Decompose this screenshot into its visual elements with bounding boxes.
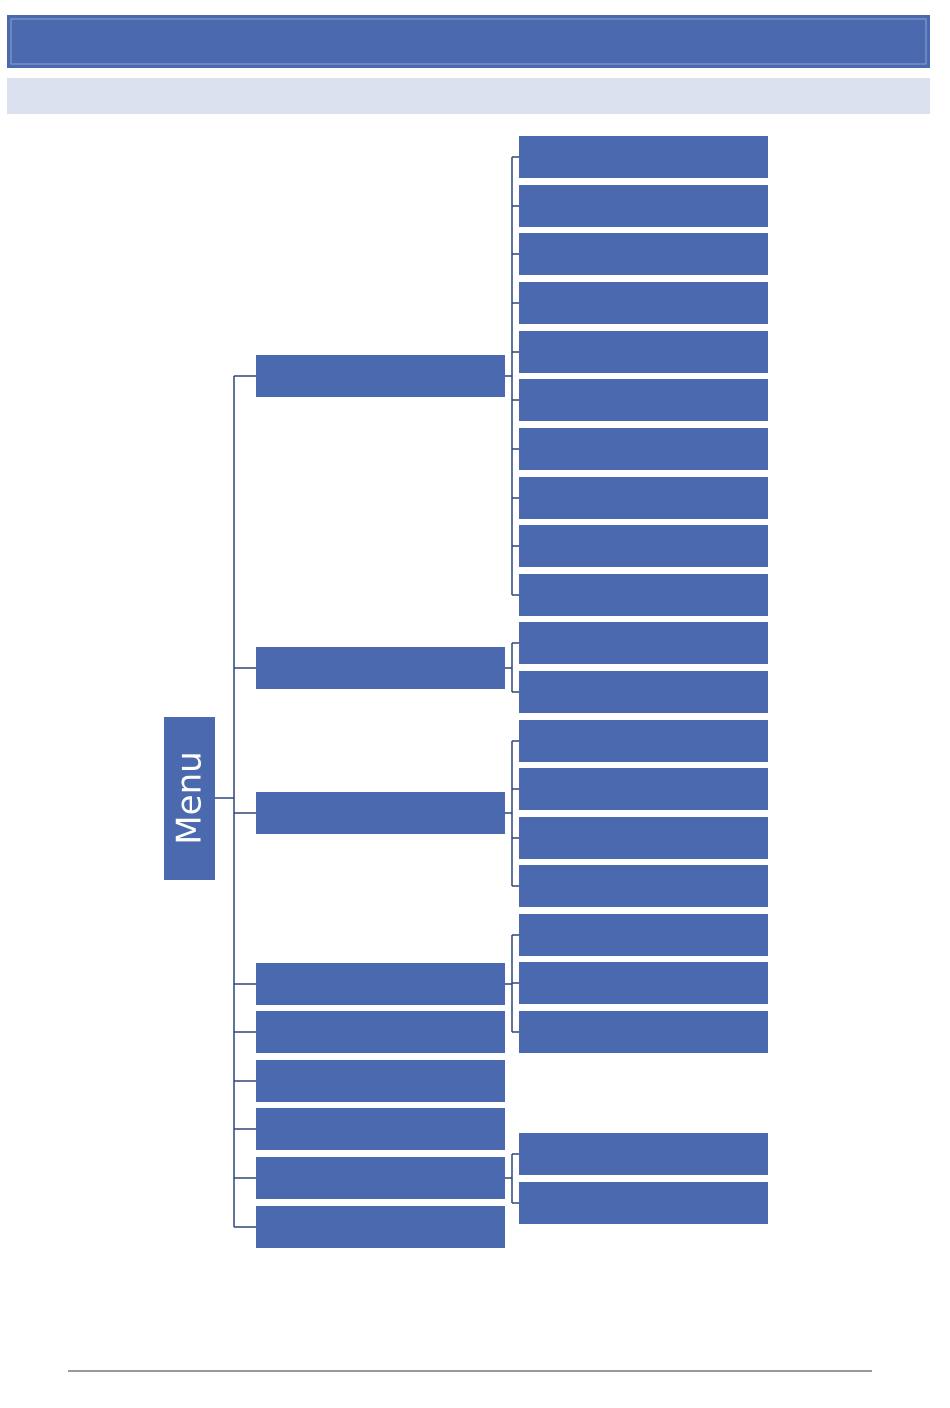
submenu-item: [519, 233, 768, 275]
submenu-item: [519, 282, 768, 324]
submenu-item: [519, 671, 768, 713]
connector: [505, 157, 513, 595]
submenu-item: [519, 962, 768, 1004]
menu-item: [256, 963, 505, 1005]
submenu-item: [519, 914, 768, 956]
connector: [505, 643, 513, 692]
submenu-item: [519, 428, 768, 470]
submenu-item: [519, 768, 768, 810]
submenu-item: [519, 379, 768, 421]
submenu-item: [519, 1182, 768, 1224]
subheader-bar: [7, 78, 930, 114]
connector: [505, 741, 513, 886]
menu-item: [256, 1060, 505, 1102]
root-box: [164, 717, 215, 880]
connector: [505, 1154, 513, 1203]
menu-item: [256, 1157, 505, 1199]
submenu-item: [519, 817, 768, 859]
menu-item: [256, 647, 505, 689]
submenu-item: [519, 136, 768, 178]
submenu-item: [519, 622, 768, 664]
root-label: Menu: [170, 751, 210, 844]
submenu-item: [519, 865, 768, 907]
submenu-item: [519, 1133, 768, 1175]
menu-item: [256, 355, 505, 397]
connector: [215, 376, 235, 1227]
header-bar: [7, 15, 930, 68]
submenu-item: [519, 185, 768, 227]
menu-item: [256, 1206, 505, 1248]
menu-item: [256, 1011, 505, 1053]
submenu-item: [519, 525, 768, 567]
menu-item: [256, 1108, 505, 1150]
submenu-item: [519, 1011, 768, 1053]
submenu-item: [519, 477, 768, 519]
submenu-item: [519, 574, 768, 616]
menu-item: [256, 792, 505, 834]
header-border: [10, 18, 927, 65]
submenu-item: [519, 720, 768, 762]
tree: [215, 136, 768, 1248]
submenu-item: [519, 331, 768, 373]
connector: [505, 935, 513, 1032]
